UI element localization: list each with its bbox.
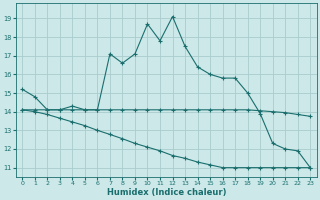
X-axis label: Humidex (Indice chaleur): Humidex (Indice chaleur) — [107, 188, 226, 197]
